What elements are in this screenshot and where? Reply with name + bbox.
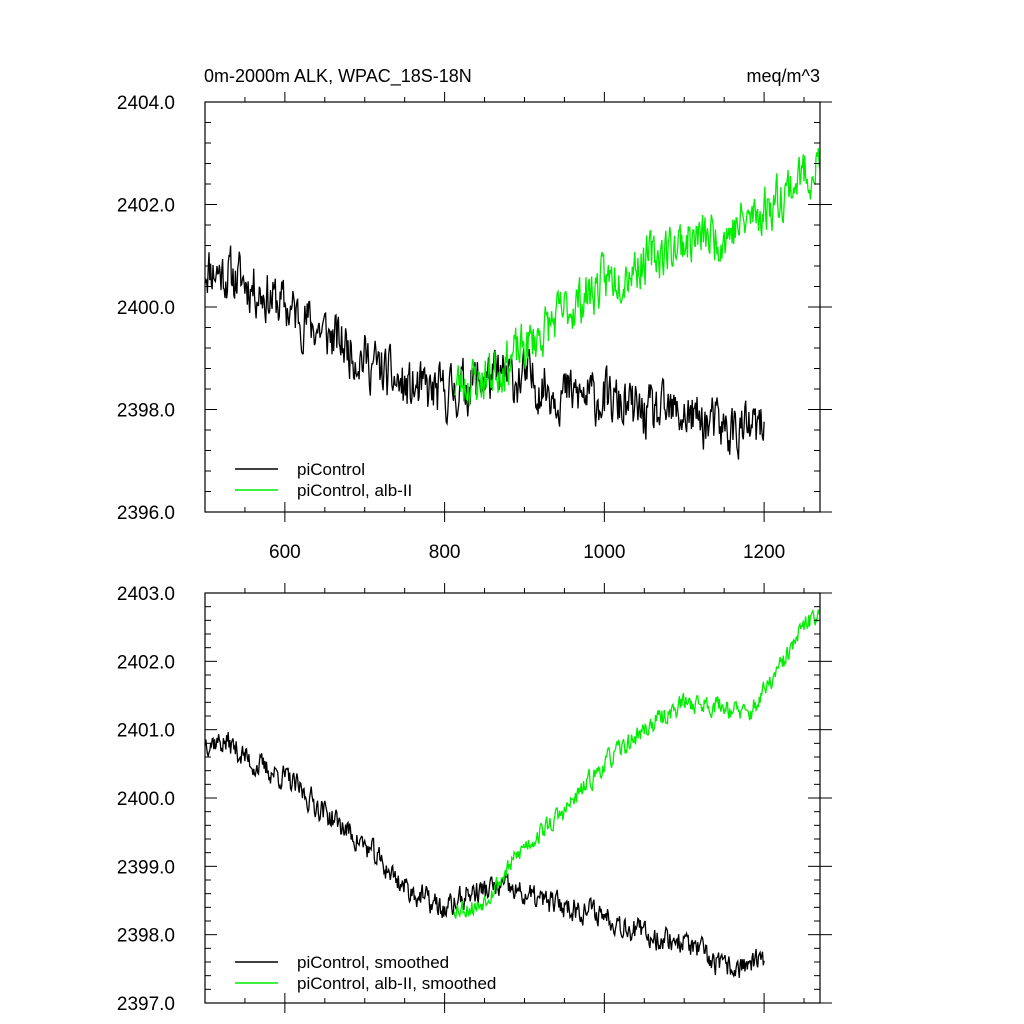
- plot-frame: [204, 592, 821, 1004]
- y-tick-label: 2402.0: [117, 196, 175, 217]
- chart-title: 0m-2000m ALK, WPAC_18S-18N: [204, 66, 472, 87]
- y-tick-label: 2396.0: [117, 503, 175, 524]
- y-tick-label: 2401.0: [117, 721, 175, 742]
- x-tick-label: 600: [269, 542, 301, 563]
- legend: piControl piControl, alb-II: [235, 460, 412, 500]
- y-tick-label: 2398.0: [117, 926, 175, 947]
- series-layer: [204, 148, 821, 460]
- y-tick-label: 2400.0: [117, 789, 175, 810]
- chart-raw: 600 800 1000 1200 2396.02398.02400.02402.02…: [117, 92, 832, 563]
- legend-label: piControl, alb-II: [297, 481, 412, 500]
- series-line-picontrol-alb-ii: [453, 148, 821, 407]
- chart-smoothed: 2397.0 2398.0 2399.0 2400.0 2401.0 2402.0 2403…: [117, 583, 832, 1015]
- y-tick-label: 2399.0: [117, 857, 175, 878]
- x-axis: [244, 583, 805, 1013]
- y-tick-label: 2397.0: [117, 994, 175, 1015]
- series-layer: [204, 608, 821, 978]
- x-tick-label: 1000: [583, 542, 625, 563]
- series-line-picontrol: [204, 245, 765, 460]
- y-tick-label: 2402.0: [117, 652, 175, 673]
- legend-label: piControl, alb-II, smoothed: [297, 974, 496, 993]
- y-tick-label: 2398.0: [117, 401, 175, 422]
- y-tick-label: 2400.0: [117, 298, 175, 319]
- x-tick-label: 800: [429, 542, 461, 563]
- series-line-picontrol-alb-ii: [453, 608, 821, 919]
- y-tick-label: 2404.0: [117, 93, 175, 114]
- units-label: meq/m^3: [747, 66, 820, 86]
- y-axis: 2396.0 2398.0 2400.0 2402.0 2404.0: [117, 93, 832, 524]
- legend: piControl, smoothed piControl, alb-II, sm…: [235, 953, 496, 993]
- y-tick-label: 2403.0: [117, 584, 175, 605]
- y-axis: 2397.0 2398.0 2399.0 2400.0 2401.0 2402.0 2403…: [117, 584, 832, 1015]
- legend-label: piControl: [297, 460, 365, 479]
- legend-label: piControl, smoothed: [297, 953, 449, 972]
- series-line-picontrol: [204, 732, 765, 978]
- x-tick-label: 1200: [743, 542, 785, 563]
- x-axis: 600 800 1000 1200: [244, 92, 805, 563]
